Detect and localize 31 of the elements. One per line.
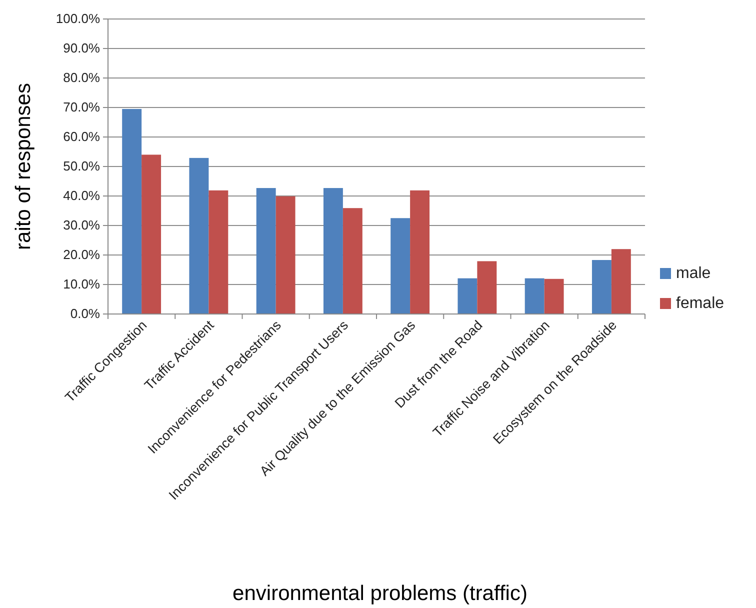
bar <box>390 218 410 314</box>
y-tick-label: 70.0% <box>63 100 100 115</box>
y-tick-label: 100.0% <box>56 11 100 26</box>
bar <box>256 188 276 314</box>
y-tick-label: 90.0% <box>63 40 100 56</box>
bar <box>142 154 162 314</box>
y-tick-label: 80.0% <box>63 70 100 86</box>
bar <box>122 108 142 314</box>
bar <box>323 188 343 314</box>
bar <box>544 278 564 314</box>
x-axis-title: environmental problems (traffic) <box>232 582 528 605</box>
bar <box>410 190 430 314</box>
bar <box>458 278 478 314</box>
legend-label: female <box>676 295 724 312</box>
bar <box>477 261 497 314</box>
legend-label: male <box>676 265 711 282</box>
bar <box>592 260 612 314</box>
bar <box>342 208 362 314</box>
bar <box>276 196 296 314</box>
y-tick-label: 0.0% <box>70 306 100 322</box>
y-tick-label: 40.0% <box>63 188 100 204</box>
y-tick-label: 10.0% <box>63 276 100 292</box>
bar <box>611 249 631 314</box>
y-tick-label: 50.0% <box>63 158 100 174</box>
y-tick-label: 30.0% <box>63 218 100 233</box>
y-tick-label: 60.0% <box>63 129 100 144</box>
bar <box>208 190 228 314</box>
y-tick-label: 20.0% <box>63 247 100 262</box>
y-axis-title: raito of responses <box>12 83 35 250</box>
bar <box>189 158 209 314</box>
bar <box>524 278 544 314</box>
